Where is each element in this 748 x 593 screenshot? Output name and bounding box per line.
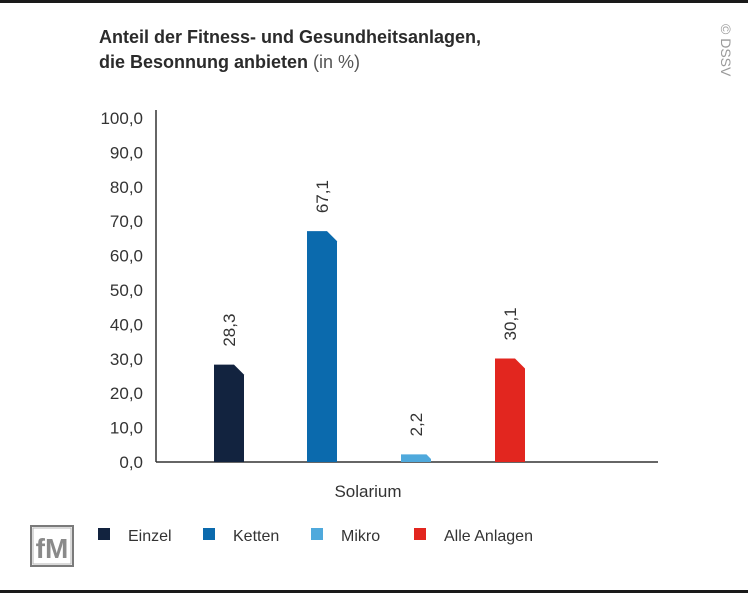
- bar-einzel: [214, 364, 244, 462]
- y-tick-label: 80,0: [110, 178, 143, 197]
- x-category-label: Solarium: [334, 482, 401, 501]
- bar-ketten: [307, 231, 337, 462]
- logo-text: fM: [36, 533, 69, 564]
- y-tick-label: 90,0: [110, 143, 143, 162]
- copyright-credit: © DSSV: [718, 24, 731, 77]
- chart-title: Anteil der Fitness- und Gesundheitsanlag…: [99, 25, 659, 75]
- y-tick-label: 40,0: [110, 315, 143, 334]
- legend-swatch: [98, 528, 110, 540]
- title-line-2-wrap: die Besonnung anbieten (in %): [99, 50, 659, 75]
- data-label: 28,3: [220, 314, 239, 347]
- copyright-text: © DSSV: [718, 24, 731, 77]
- data-label: 67,1: [313, 180, 332, 213]
- y-tick-label: 70,0: [110, 212, 143, 231]
- legend-label: Ketten: [233, 528, 279, 545]
- data-label: 30,1: [501, 307, 520, 340]
- bar-mikro: [401, 454, 431, 462]
- y-tick-label: 30,0: [110, 350, 143, 369]
- y-tick-label: 0,0: [119, 453, 143, 472]
- y-tick-label: 20,0: [110, 384, 143, 403]
- y-tick-label: 100,0: [100, 109, 143, 128]
- data-label: 2,2: [407, 413, 426, 437]
- y-tick-label: 10,0: [110, 419, 143, 438]
- legend-label: Einzel: [128, 528, 172, 545]
- fm-logo: fM: [30, 525, 74, 567]
- legend-swatch: [311, 528, 323, 540]
- bar-alle-anlagen: [495, 358, 525, 462]
- y-tick-label: 60,0: [110, 247, 143, 266]
- title-line-2: die Besonnung anbieten: [99, 52, 309, 72]
- y-tick-label: 50,0: [110, 281, 143, 300]
- legend-swatch: [414, 528, 426, 540]
- legend-swatch: [203, 528, 215, 540]
- title-unit: (in %): [313, 52, 361, 72]
- legend-label: Mikro: [341, 528, 380, 545]
- legend-label: Alle Anlagen: [444, 528, 533, 545]
- title-line-1: Anteil der Fitness- und Gesundheitsanlag…: [99, 27, 482, 47]
